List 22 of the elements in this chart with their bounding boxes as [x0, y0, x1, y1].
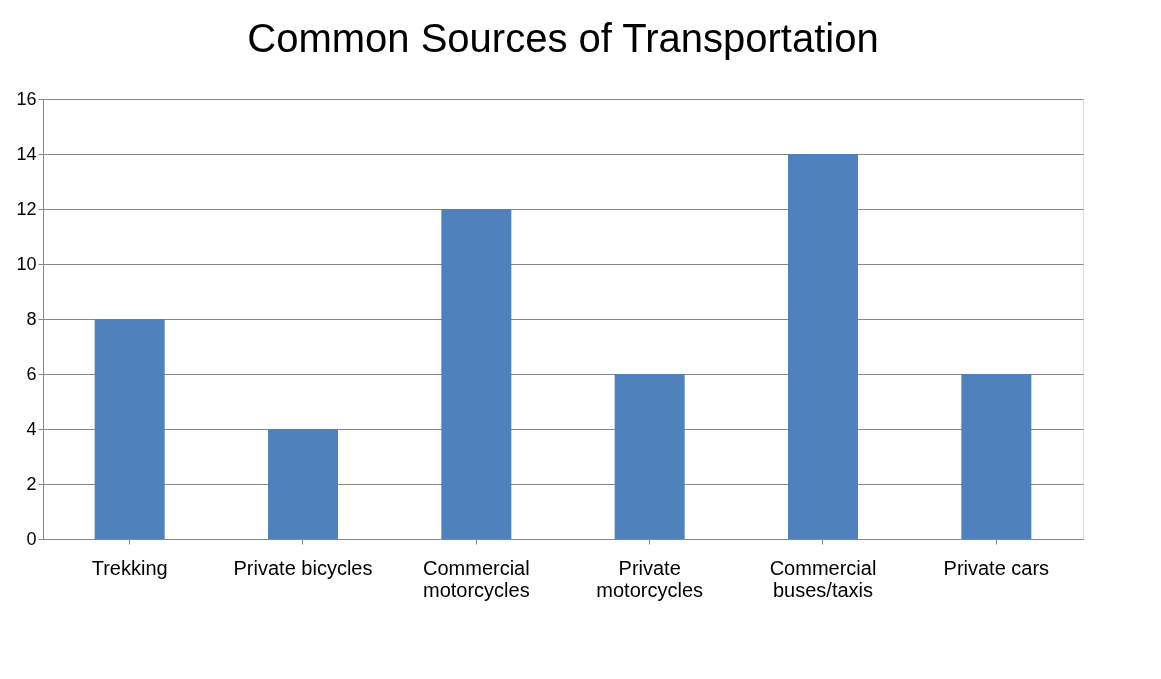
- x-tick-label: Commercial buses/taxis: [769, 556, 877, 601]
- x-tick-label: Trekking: [91, 556, 168, 579]
- y-tick-label: 4: [26, 418, 37, 439]
- x-tick-label: Commercial motorcycles: [422, 556, 530, 601]
- y-tick-label: 6: [26, 363, 37, 384]
- x-tick-label: Private motorcycles: [596, 556, 704, 601]
- x-tick-label: Private bicycles: [233, 556, 373, 579]
- y-tick-label: 10: [16, 253, 37, 274]
- y-tick-label: 2: [26, 473, 37, 494]
- y-tick-label: 12: [16, 198, 37, 219]
- bar: [614, 374, 685, 539]
- bar: [441, 209, 512, 539]
- bar: [94, 319, 165, 539]
- y-tick-label: 8: [26, 308, 37, 329]
- bar: [788, 154, 858, 539]
- bar: [961, 374, 1032, 539]
- x-tick-label: Private cars: [943, 556, 1050, 579]
- y-tick-label: 0: [26, 528, 37, 549]
- bar: [268, 429, 338, 539]
- y-tick-label: 14: [16, 143, 37, 164]
- chart-title: Common Sources of Transportation: [247, 16, 879, 60]
- y-tick-label: 16: [16, 88, 37, 109]
